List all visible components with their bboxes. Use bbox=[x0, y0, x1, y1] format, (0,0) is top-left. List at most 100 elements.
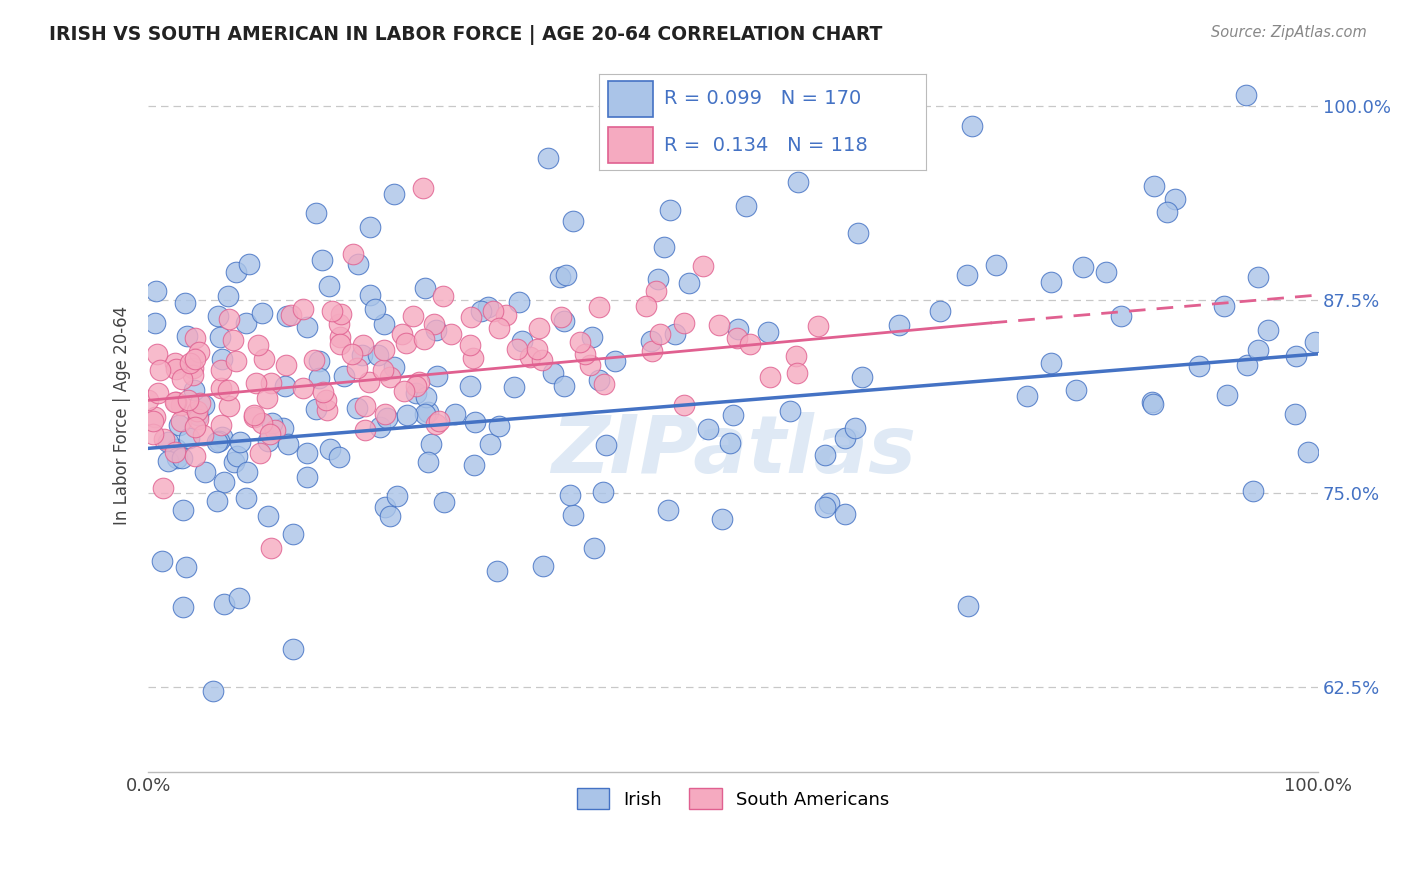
Point bbox=[588, 373, 610, 387]
Point bbox=[553, 314, 575, 328]
Point bbox=[531, 352, 554, 367]
Point bbox=[283, 527, 305, 541]
Point bbox=[413, 281, 436, 295]
Point bbox=[1156, 205, 1178, 219]
Point bbox=[425, 417, 447, 431]
Point bbox=[477, 300, 499, 314]
Point bbox=[464, 415, 486, 429]
Point bbox=[834, 431, 856, 445]
Point bbox=[395, 409, 418, 423]
Point bbox=[488, 321, 510, 335]
Point bbox=[280, 309, 302, 323]
Point bbox=[179, 356, 201, 370]
Point bbox=[170, 398, 193, 412]
Point bbox=[1241, 484, 1264, 499]
Point bbox=[458, 337, 481, 351]
Point bbox=[187, 411, 209, 425]
Point bbox=[330, 307, 353, 321]
Point bbox=[245, 376, 267, 390]
Point bbox=[260, 541, 283, 555]
Point bbox=[405, 386, 427, 401]
Point bbox=[297, 320, 319, 334]
Point bbox=[235, 316, 257, 330]
Point bbox=[260, 416, 283, 430]
Point bbox=[734, 199, 756, 213]
Point bbox=[1140, 395, 1163, 409]
Point bbox=[291, 301, 314, 316]
Point bbox=[184, 419, 207, 434]
Point bbox=[1285, 350, 1308, 364]
Point bbox=[392, 384, 415, 398]
Point bbox=[211, 351, 233, 366]
Point bbox=[183, 361, 205, 376]
Point bbox=[385, 490, 408, 504]
Point bbox=[846, 226, 869, 240]
Point bbox=[962, 120, 984, 134]
Point bbox=[1188, 359, 1211, 373]
Point bbox=[184, 449, 207, 463]
Point bbox=[673, 398, 696, 412]
Point bbox=[416, 455, 439, 469]
Point bbox=[302, 352, 325, 367]
Point bbox=[143, 409, 166, 424]
Point bbox=[785, 349, 807, 363]
Point bbox=[167, 418, 190, 433]
Point bbox=[647, 271, 669, 285]
Point bbox=[956, 268, 979, 282]
Point bbox=[142, 427, 165, 442]
Point bbox=[603, 354, 626, 368]
Point bbox=[502, 380, 524, 394]
Point bbox=[208, 434, 231, 448]
Point bbox=[1015, 389, 1038, 403]
Point bbox=[887, 318, 910, 332]
Point bbox=[187, 344, 209, 359]
Point bbox=[562, 508, 585, 522]
Point bbox=[281, 642, 304, 657]
Point bbox=[1040, 356, 1063, 370]
Point bbox=[395, 336, 418, 351]
Point bbox=[346, 401, 368, 416]
Point bbox=[191, 427, 214, 442]
Point bbox=[1213, 299, 1236, 313]
Point bbox=[276, 309, 298, 323]
Point bbox=[222, 333, 245, 347]
Point bbox=[553, 378, 575, 392]
Point bbox=[249, 445, 271, 459]
Point bbox=[727, 322, 749, 336]
Point bbox=[328, 317, 350, 331]
Point bbox=[217, 383, 239, 397]
Point bbox=[519, 351, 541, 365]
Point bbox=[470, 304, 492, 318]
Point bbox=[193, 398, 215, 412]
Point bbox=[312, 384, 335, 399]
Point bbox=[463, 351, 485, 365]
Point bbox=[779, 403, 801, 417]
Point bbox=[209, 330, 232, 344]
Point bbox=[315, 392, 337, 407]
Point bbox=[342, 247, 364, 261]
Legend: Irish, South Americans: Irish, South Americans bbox=[569, 781, 897, 816]
Point bbox=[759, 369, 782, 384]
Point bbox=[181, 368, 204, 382]
Point bbox=[405, 378, 427, 392]
Point bbox=[145, 284, 167, 298]
Point bbox=[152, 481, 174, 495]
Point bbox=[579, 358, 602, 372]
Point bbox=[170, 413, 193, 427]
Point bbox=[364, 302, 387, 317]
Point bbox=[373, 317, 395, 331]
Point bbox=[350, 349, 373, 363]
Point bbox=[640, 334, 662, 348]
Point bbox=[218, 399, 240, 413]
Point bbox=[274, 359, 297, 373]
Point bbox=[1142, 397, 1164, 411]
Point bbox=[382, 187, 405, 202]
Point bbox=[156, 454, 179, 468]
Point bbox=[374, 407, 396, 421]
Point bbox=[271, 420, 294, 434]
Point bbox=[304, 206, 326, 220]
Point bbox=[166, 451, 188, 466]
Point bbox=[641, 343, 664, 358]
Point bbox=[217, 289, 239, 303]
Point bbox=[347, 256, 370, 270]
